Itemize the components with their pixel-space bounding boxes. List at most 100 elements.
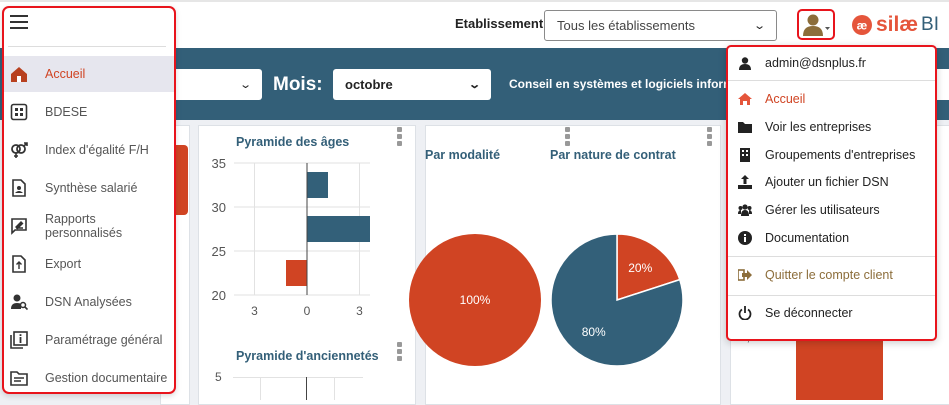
axis-line	[306, 377, 307, 400]
mois-value: octobre	[345, 77, 393, 92]
sidebar-item-label: DSN Analysées	[45, 295, 132, 309]
par-nature-contrat-title: Par nature de contrat	[550, 148, 676, 162]
user-email: admin@dsnplus.fr	[728, 51, 935, 75]
mois-label: Mois:	[273, 74, 323, 95]
card-menu-icon[interactable]	[707, 127, 712, 146]
kpi-tab	[176, 145, 188, 215]
sidebar-item-label: Rapports personnalisés	[45, 212, 123, 240]
card-menu-icon[interactable]	[565, 127, 570, 146]
chevron-down-icon: ⌄	[238, 79, 252, 91]
user-menu-button[interactable]	[797, 9, 835, 40]
company-name: Conseil en systèmes et logiciels informa	[509, 77, 741, 91]
pie-slice	[550, 233, 684, 367]
export-file-icon	[10, 255, 28, 273]
sidebar-item-label: Gestion documentaire	[45, 371, 168, 385]
menu-item-6[interactable]: Documentation	[728, 226, 935, 250]
bar-femmes	[286, 260, 307, 286]
card-menu-icon[interactable]	[397, 127, 402, 146]
menu-item-label: Accueil	[765, 92, 806, 106]
sidebar-item-accueil[interactable]: Accueil	[4, 56, 174, 92]
bar	[796, 340, 883, 400]
sidebar-item-gestion-documentaire[interactable]: Gestion documentaire	[4, 360, 174, 396]
x-tick: 3	[356, 304, 363, 318]
y-tick: 5	[215, 370, 222, 384]
divider	[728, 80, 935, 81]
gender-icon	[10, 141, 28, 159]
gridline	[233, 377, 363, 378]
grid-icon	[10, 103, 28, 121]
mois-select[interactable]: octobre ⌄	[333, 69, 491, 100]
etablissement-value: Tous les établissements	[557, 18, 696, 33]
etablissement-label: Etablissement:	[455, 16, 548, 31]
menu-item-3[interactable]: Groupements d'entreprises	[728, 143, 935, 167]
menu-item-label: Voir les entreprises	[765, 119, 872, 134]
info-settings-icon	[10, 331, 28, 349]
building-icon	[738, 147, 752, 162]
folder-doc-icon	[10, 369, 28, 387]
folder-icon	[738, 120, 752, 134]
pie-charts: 100% 20% 80%	[409, 233, 684, 367]
silae-bi-logo: æ silæ BI	[851, 13, 939, 37]
user-dropdown-menu: admin@dsnplus.fr Accueil Voir les entrepr…	[726, 45, 937, 341]
sidebar-item-bdese[interactable]: BDESE	[4, 94, 174, 130]
x-tick: 0	[304, 304, 311, 318]
home-icon	[738, 92, 752, 106]
sidebar-item-dsn-analysees[interactable]: DSN Analysées	[4, 284, 174, 320]
menu-item-label: Documentation	[765, 231, 850, 245]
divider	[8, 46, 166, 47]
report-edit-icon	[10, 217, 28, 235]
pie-label: 100%	[460, 293, 491, 307]
y-tick: 35	[212, 156, 226, 171]
bar-hommes	[307, 172, 328, 198]
gridline	[334, 377, 335, 400]
users-icon	[738, 203, 752, 217]
chevron-down-icon: ⌄	[752, 20, 766, 32]
sidebar-item-label: BDESE	[45, 105, 88, 119]
exit-icon	[738, 269, 752, 281]
pie-label: 80%	[582, 325, 606, 339]
pie-slice	[616, 233, 681, 302]
power-icon	[738, 306, 752, 320]
employee-file-icon	[10, 179, 28, 197]
card-menu-icon[interactable]	[397, 342, 402, 361]
sidebar-item-label: Index d'égalité F/H	[45, 143, 149, 157]
pie-slice	[409, 234, 541, 366]
divider	[728, 256, 935, 257]
menu-item-logout[interactable]: Se déconnecter	[728, 301, 935, 325]
user-icon	[738, 56, 752, 70]
y-tick: 25	[212, 244, 226, 259]
sidebar-item-index-degalite-fh[interactable]: Index d'égalité F/H	[4, 132, 174, 168]
email-text: admin@dsnplus.fr	[765, 56, 866, 70]
sidebar-item-rapports-personnalises[interactable]: Rapports personnalisés	[4, 208, 174, 244]
svg-text:æ: æ	[857, 19, 868, 33]
par-modalite-title: Par modalité	[425, 148, 501, 162]
menu-item-1[interactable]: Accueil	[728, 87, 935, 111]
sidebar-item-label: Export	[45, 257, 82, 271]
hamburger-menu-icon[interactable]	[10, 15, 28, 29]
menu-item-label: Ajouter un fichier DSN	[765, 175, 889, 190]
y-tick: 30	[212, 200, 226, 215]
upload-icon	[738, 175, 752, 190]
menu-item-5[interactable]: Gérer les utilisateurs	[728, 198, 935, 222]
pyramide-ages-title: Pyramide des âges	[236, 135, 350, 149]
menu-item-label: Quitter le compte client	[765, 268, 893, 282]
pyramide-anciennete-title: Pyramide d'anciennetés	[236, 349, 379, 363]
sidebar-item-label: Accueil	[45, 67, 86, 81]
menu-item-2[interactable]: Voir les entreprises	[728, 115, 935, 139]
menu-item-quitter[interactable]: Quitter le compte client	[728, 263, 935, 287]
etablissement-select[interactable]: Tous les établissements ⌄	[544, 10, 777, 41]
info-icon	[738, 231, 752, 245]
sidebar-item-export[interactable]: Export	[4, 246, 174, 282]
sidebar-item-synthese-salarie[interactable]: Synthèse salarié	[4, 170, 174, 206]
gridline	[260, 377, 261, 400]
sidebar-item-parametrage-general[interactable]: Paramétrage général	[4, 322, 174, 358]
user-avatar-icon	[803, 14, 830, 36]
menu-item-4[interactable]: Ajouter un fichier DSN	[728, 170, 935, 194]
home-icon	[10, 65, 28, 83]
menu-item-label: Groupements d'entreprises	[765, 147, 916, 162]
user-search-icon	[10, 293, 28, 311]
sidebar: Accueil BDESE Index d'égalité F/H Synthèse …	[2, 6, 176, 394]
chevron-down-icon: ⌄	[467, 79, 481, 91]
pie-label: 20%	[628, 261, 652, 275]
